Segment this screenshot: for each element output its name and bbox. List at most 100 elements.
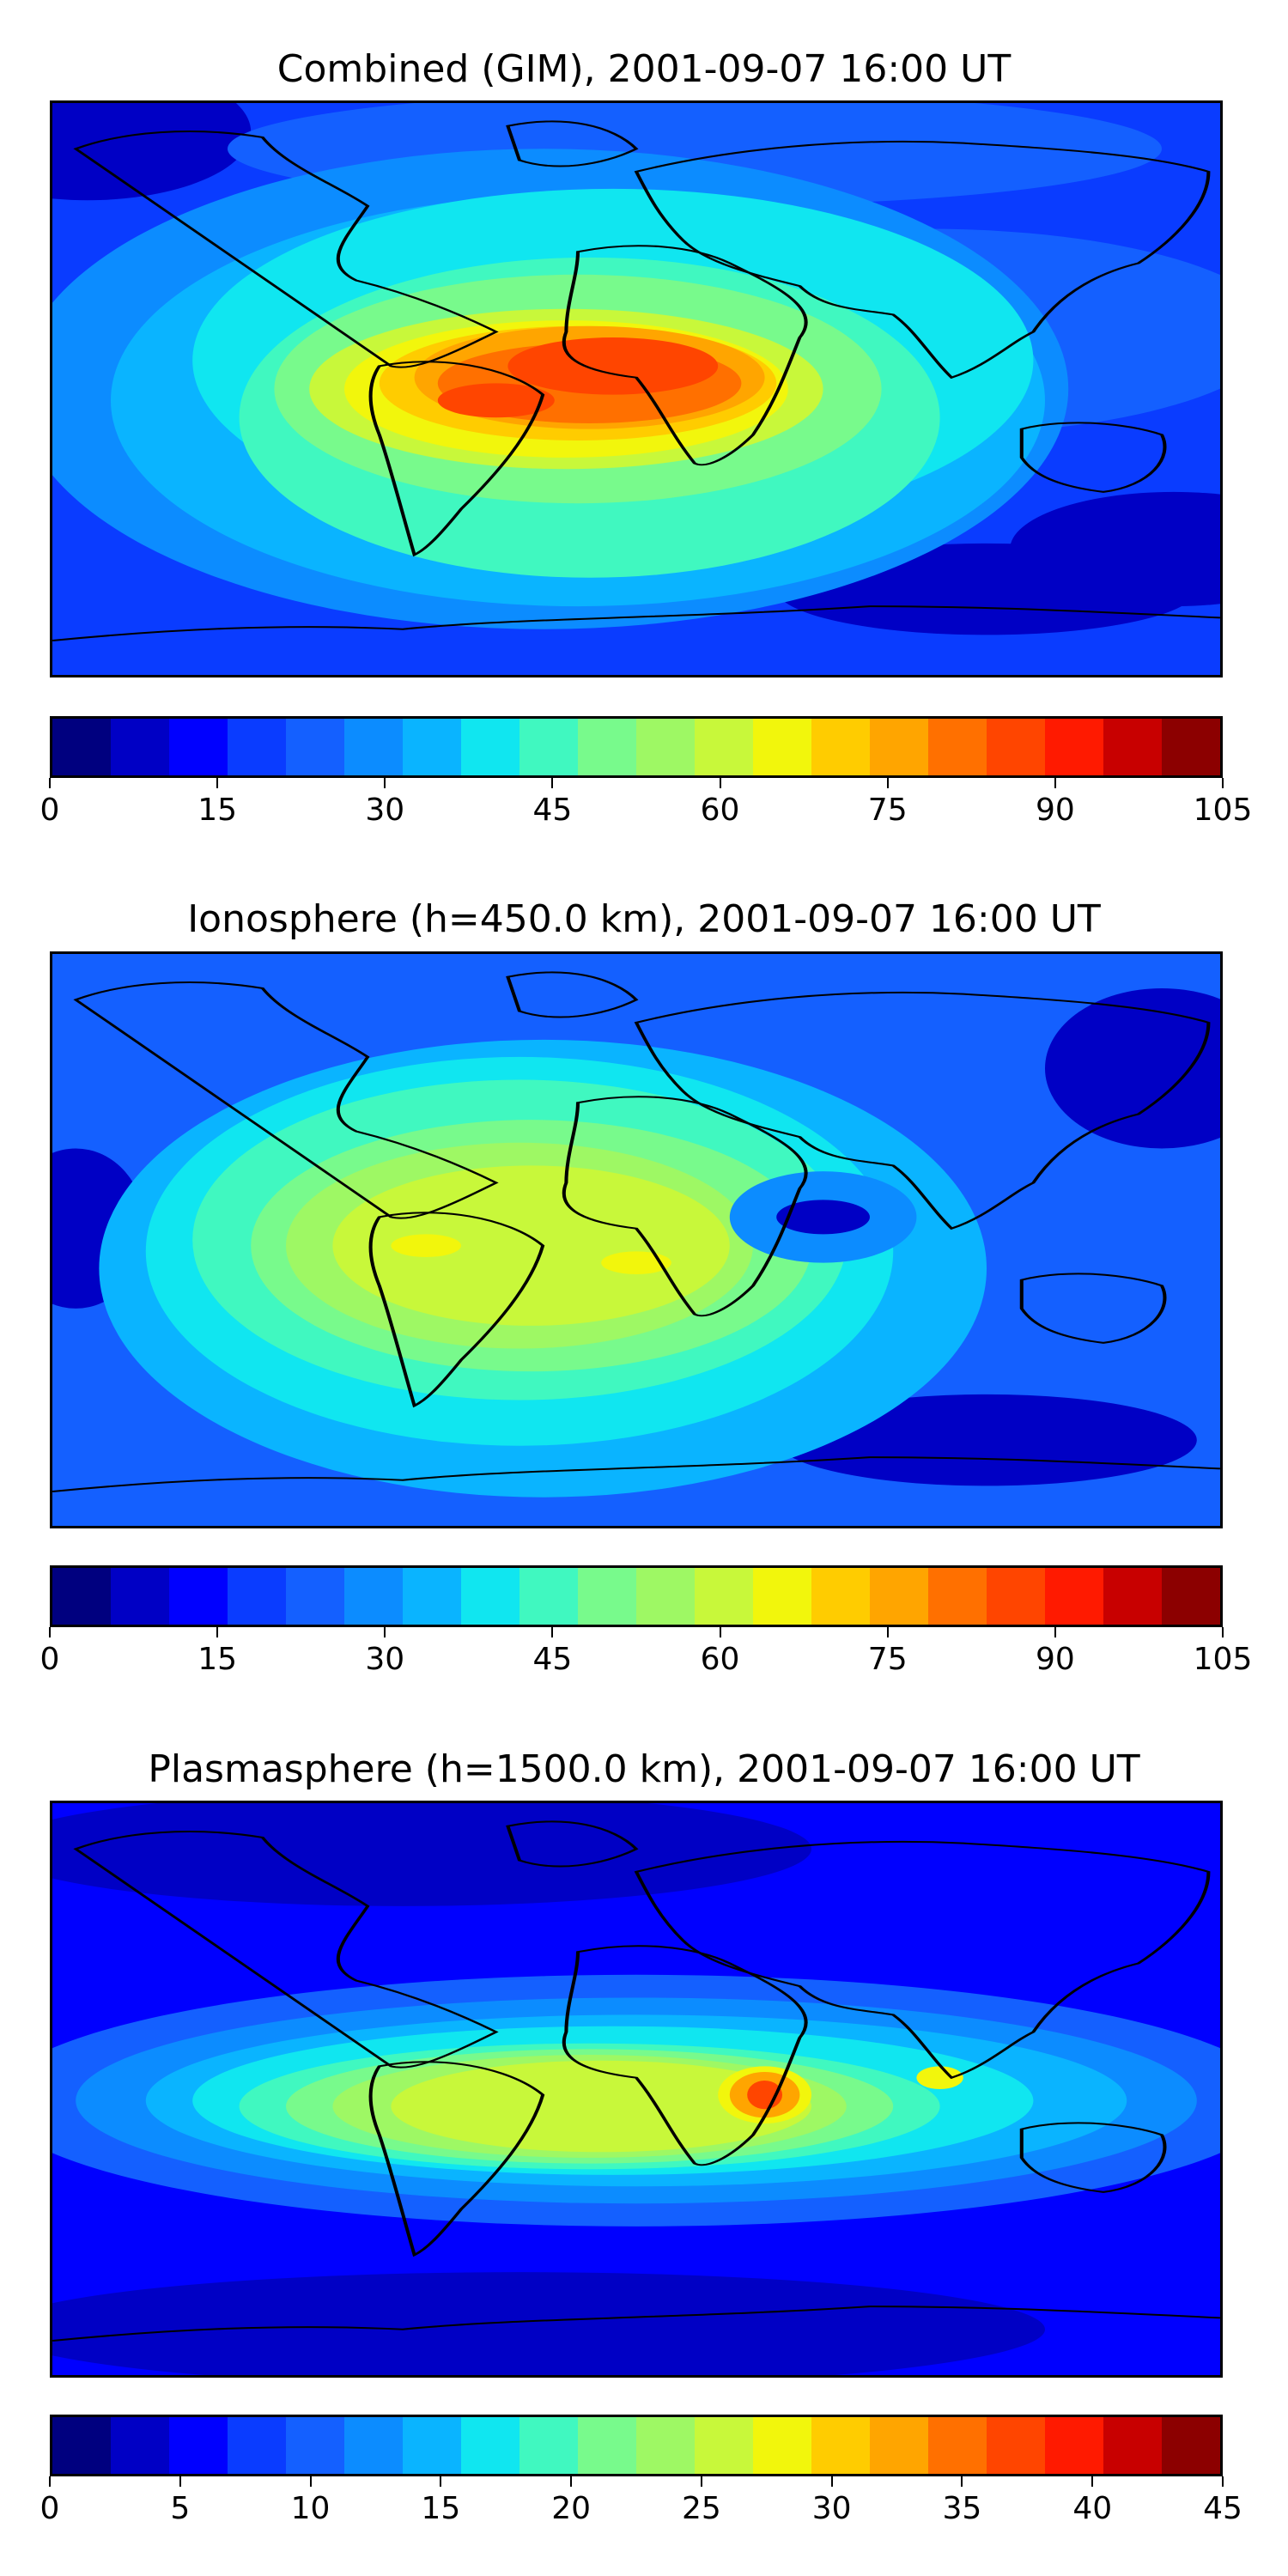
colorbar-tick-label: 30 xyxy=(811,2491,852,2526)
panel-title: Plasmasphere (h=1500.0 km), 2001-09-07 1… xyxy=(148,1747,1140,1791)
colorbar-tick xyxy=(1222,1627,1224,1637)
colorbar-segment xyxy=(344,1568,403,1625)
colorbar-segment xyxy=(578,1568,636,1625)
colorbar-tick xyxy=(1222,2476,1224,2487)
panel-title: Ionosphere (h=450.0 km), 2001-09-07 16:0… xyxy=(187,897,1101,941)
colorbar-tick-label: 30 xyxy=(365,1642,405,1677)
contour-region xyxy=(916,2066,963,2089)
contour-region xyxy=(332,1165,730,1326)
colorbar-tick xyxy=(551,1627,554,1637)
colorbar-segment xyxy=(987,1568,1045,1625)
coastline xyxy=(1019,2122,1167,2193)
colorbar-segment xyxy=(636,2417,695,2474)
colorbar-tick xyxy=(49,2476,51,2487)
colorbar-segment xyxy=(636,719,695,775)
colorbar-tick xyxy=(440,2476,442,2487)
contour-region xyxy=(507,337,719,395)
colorbar-tick-label: 90 xyxy=(1035,1642,1075,1677)
colorbar-segment xyxy=(928,1568,987,1625)
colorbar-tick-label: 75 xyxy=(867,1642,908,1677)
colorbar-segment xyxy=(111,2417,169,2474)
colorbar-tick-label: 105 xyxy=(1193,1642,1253,1677)
colorbar-tick-label: 90 xyxy=(1035,793,1075,828)
colorbar-tick xyxy=(1054,1627,1056,1637)
colorbar-tick xyxy=(49,1627,51,1637)
colorbar-segment xyxy=(1103,1568,1162,1625)
colorbar-segment xyxy=(870,1568,928,1625)
colorbar-tick-label: 60 xyxy=(700,1642,740,1677)
coastline xyxy=(368,361,545,557)
colorbar-tick xyxy=(830,2476,833,2487)
colorbar-tick-label: 0 xyxy=(39,1642,60,1677)
tec-map xyxy=(50,951,1223,1528)
colorbar-segment xyxy=(636,1568,695,1625)
colorbar-segment xyxy=(52,2417,111,2474)
colorbar-segment xyxy=(1045,1568,1103,1625)
contour-region xyxy=(391,2060,811,2153)
coastline xyxy=(73,981,499,1219)
colorbar-segment xyxy=(811,1568,870,1625)
colorbar-tick-label: 15 xyxy=(197,793,238,828)
map-canvas xyxy=(52,103,1220,642)
colorbar-segment xyxy=(987,719,1045,775)
colorbar-tick-label: 10 xyxy=(290,2491,331,2526)
colorbar-segment xyxy=(228,2417,286,2474)
colorbar-segment xyxy=(578,719,636,775)
coastline xyxy=(52,2306,1220,2342)
colorbar-segment xyxy=(344,2417,403,2474)
colorbar-segment xyxy=(344,719,403,775)
colorbar xyxy=(50,2415,1223,2476)
colorbar-segment xyxy=(695,1568,753,1625)
colorbar-segment xyxy=(169,1568,228,1625)
colorbar-segment xyxy=(753,2417,811,2474)
colorbar-segment xyxy=(870,2417,928,2474)
colorbar-segment xyxy=(811,2417,870,2474)
coastline xyxy=(506,971,639,1018)
colorbar-segment xyxy=(753,719,811,775)
colorbar-segment xyxy=(578,2417,636,2474)
contour-region xyxy=(601,1251,671,1274)
colorbar-segment xyxy=(169,2417,228,2474)
colorbar-segment xyxy=(286,719,344,775)
coastline xyxy=(52,605,1220,642)
colorbar-tick-label: 105 xyxy=(1193,793,1253,828)
colorbar-tick xyxy=(309,2476,312,2487)
colorbar-tick-label: 60 xyxy=(700,793,740,828)
colorbar-segment xyxy=(1045,2417,1103,2474)
colorbar-tick-label: 30 xyxy=(365,793,405,828)
colorbar-tick-label: 15 xyxy=(421,2491,461,2526)
colorbar-tick-label: 45 xyxy=(1203,2491,1242,2526)
contour-region xyxy=(52,2272,1045,2375)
colorbar-tick-label: 5 xyxy=(170,2491,191,2526)
colorbar-segment xyxy=(928,719,987,775)
coastline xyxy=(634,991,1211,1230)
coastline xyxy=(506,120,639,167)
colorbar xyxy=(50,716,1223,778)
colorbar-segment xyxy=(1045,719,1103,775)
map-canvas xyxy=(52,971,1220,1498)
colorbar-segment xyxy=(169,719,228,775)
coastline xyxy=(634,1840,1211,2080)
colorbar-segment xyxy=(1162,1568,1220,1625)
colorbar-segment xyxy=(403,719,461,775)
colorbar-segment xyxy=(987,2417,1045,2474)
colorbar-tick xyxy=(1054,778,1056,788)
colorbar-tick xyxy=(719,1627,721,1637)
colorbar-segment xyxy=(286,2417,344,2474)
colorbar-segment xyxy=(519,1568,578,1625)
coastline xyxy=(634,140,1211,380)
contour-region xyxy=(776,1200,870,1235)
colorbar-tick-label: 0 xyxy=(39,2491,60,2526)
colorbar-tick xyxy=(384,778,386,788)
colorbar-tick xyxy=(1091,2476,1094,2487)
colorbar-segment xyxy=(519,719,578,775)
colorbar-tick xyxy=(179,2476,181,2487)
coastline xyxy=(368,1212,545,1408)
colorbar-tick-label: 45 xyxy=(532,1642,573,1677)
colorbar-tick xyxy=(700,2476,702,2487)
colorbar-tick xyxy=(216,778,219,788)
colorbar-tick xyxy=(216,1627,219,1637)
colorbar-segment xyxy=(811,719,870,775)
colorbar-tick xyxy=(719,778,721,788)
colorbar-segment xyxy=(228,1568,286,1625)
